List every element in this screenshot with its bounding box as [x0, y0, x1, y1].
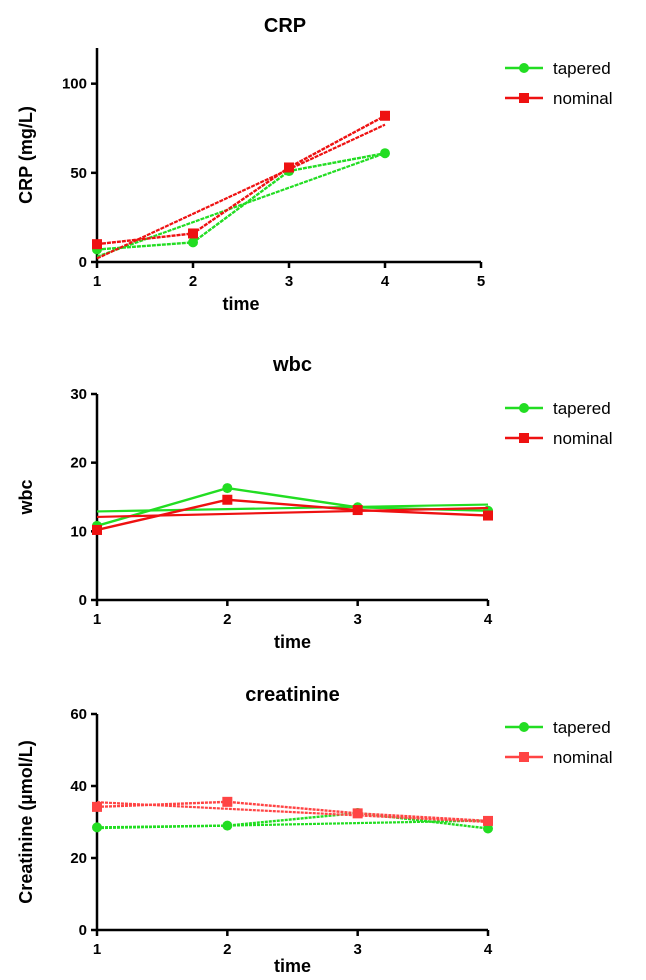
data-point [92, 524, 102, 535]
series-line [96, 152, 386, 251]
y-tick-label: 100 [62, 76, 87, 93]
x-tick-label: 1 [93, 611, 101, 628]
y-tick-label: 0 [79, 592, 87, 609]
legend-marker [519, 93, 529, 103]
data-point [188, 228, 198, 239]
legend-label: tapered [553, 718, 611, 737]
x-axis-label: time [222, 294, 259, 314]
data-point [222, 796, 233, 807]
series-line [96, 811, 489, 830]
legend-marker [519, 63, 529, 73]
series-fit-line [96, 152, 386, 258]
y-axis-label: Creatinine (µmol/L) [16, 740, 36, 903]
data-point [380, 148, 390, 159]
x-axis-label: time [274, 632, 311, 652]
x-tick-label: 3 [353, 611, 361, 628]
y-tick-label: 60 [70, 706, 87, 723]
x-tick-label: 3 [353, 941, 361, 958]
legend-marker [519, 433, 529, 443]
x-tick-label: 1 [93, 273, 101, 290]
series-tapered [92, 808, 493, 834]
series-line [96, 498, 489, 532]
legend-marker [519, 752, 529, 762]
legend-label: nominal [553, 429, 613, 448]
series-line [96, 800, 489, 823]
series-fit-line [96, 123, 386, 260]
chart-panel-2: creatinine 0 20 40 60 1 2 3 4 time Creatinine (µmo… [16, 684, 613, 976]
legend-label: tapered [553, 59, 611, 78]
x-axis-label: time [274, 956, 311, 976]
data-point [188, 237, 198, 248]
series-tapered [92, 483, 493, 531]
x-tick-label: 2 [223, 941, 231, 958]
y-tick-label: 40 [70, 778, 87, 795]
x-tick-label: 2 [189, 273, 197, 290]
data-point [380, 110, 390, 121]
data-point [483, 815, 493, 826]
series-nominal [92, 110, 390, 260]
series-line [96, 114, 386, 246]
x-tick-label: 5 [477, 273, 485, 290]
legend-entry-nominal: nominal [505, 748, 613, 767]
legend-entry-tapered: tapered [505, 718, 611, 737]
legend-label: nominal [553, 89, 613, 108]
y-axis-label: CRP (mg/L) [16, 106, 36, 204]
legend-entry-tapered: tapered [505, 399, 611, 418]
x-tick-label: 4 [381, 273, 390, 290]
y-axis-label: wbc [16, 479, 36, 515]
x-tick-label: 4 [484, 941, 493, 958]
legend-label: nominal [553, 748, 613, 767]
y-tick-label: 20 [70, 850, 87, 867]
legend-entry-nominal: nominal [505, 89, 613, 108]
legend-entry-tapered: tapered [505, 59, 611, 78]
chart-title: creatinine [245, 684, 339, 706]
data-point [92, 801, 102, 812]
chart-panel-0: CRP 0 50 100 1 2 3 4 5 time CRP (mg/L) tapered nomin… [16, 15, 613, 314]
legend-entry-nominal: nominal [505, 429, 613, 448]
data-point [483, 510, 493, 521]
y-tick-label: 0 [79, 922, 87, 939]
y-tick-label: 50 [70, 165, 87, 182]
series-nominal [92, 494, 493, 535]
legend-marker [519, 722, 529, 732]
data-point [483, 823, 493, 834]
data-point [92, 822, 102, 833]
series-nominal [92, 796, 493, 826]
chart-title: wbc [272, 354, 312, 376]
x-tick-label: 1 [93, 941, 101, 958]
data-point [352, 808, 363, 819]
x-tick-label: 3 [285, 273, 293, 290]
y-tick-label: 20 [70, 455, 87, 472]
chart-title: CRP [264, 15, 306, 37]
data-point [222, 483, 233, 494]
data-point [222, 820, 233, 831]
data-point [222, 494, 233, 505]
data-point [92, 239, 102, 250]
legend-label: tapered [553, 399, 611, 418]
data-point [352, 505, 363, 516]
chart-panel-1: wbc 0 10 20 30 1 2 3 4 time wbc tapered nominal [16, 354, 613, 652]
x-tick-label: 4 [484, 611, 493, 628]
data-point [284, 162, 294, 173]
series-fit-line [96, 503, 489, 513]
y-tick-label: 0 [79, 254, 87, 271]
x-tick-label: 2 [223, 611, 231, 628]
legend-marker [519, 403, 529, 413]
y-tick-label: 30 [70, 386, 87, 403]
y-tick-label: 10 [70, 523, 87, 540]
